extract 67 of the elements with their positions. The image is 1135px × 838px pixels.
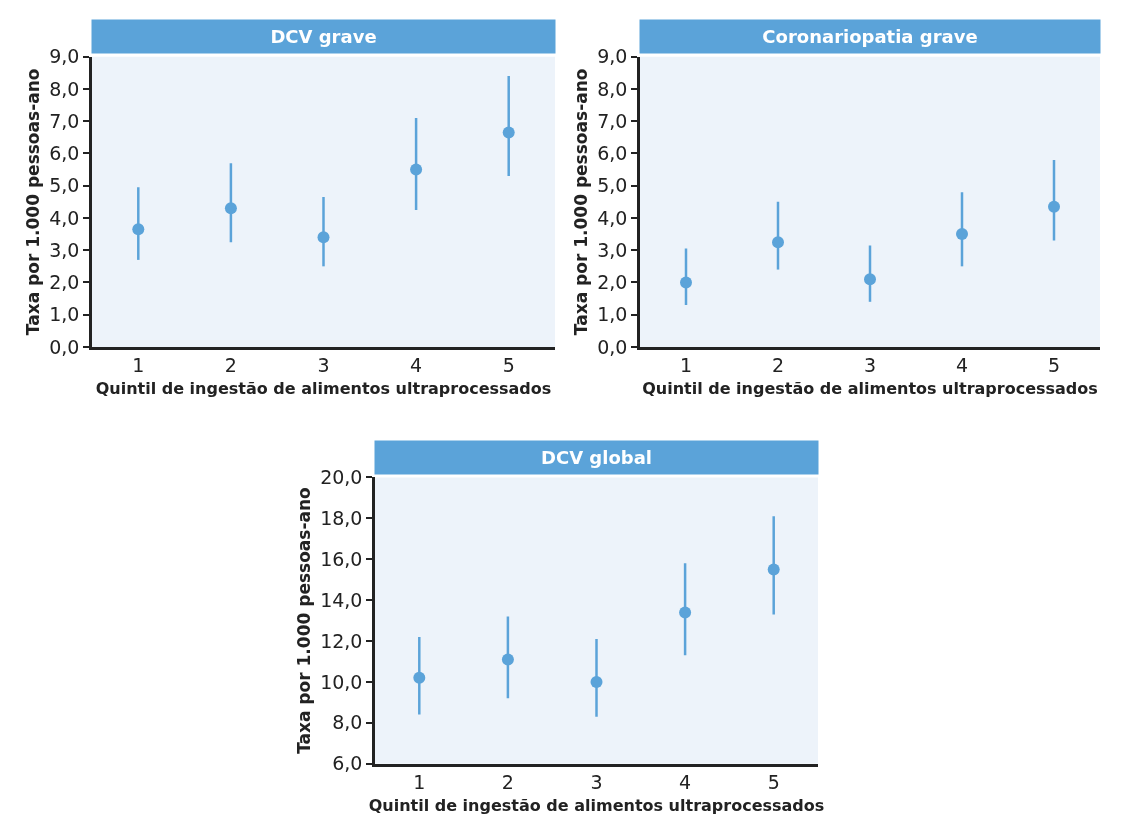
y-tick-label: 7,0	[49, 109, 80, 132]
x-tick-label: 4	[679, 771, 692, 794]
x-tick-label: 4	[410, 354, 423, 377]
y-tick-label: 1,0	[597, 303, 628, 326]
x-tick-label: 1	[132, 354, 145, 377]
y-axis-title: Taxa por 1.000 pessoas-ano	[22, 68, 43, 336]
y-tick-label: 2,0	[49, 271, 80, 294]
y-tick-label: 0,0	[49, 335, 80, 358]
y-tick-label: 6,0	[597, 142, 628, 165]
y-tick-label: 10,0	[320, 670, 363, 693]
point	[680, 276, 692, 289]
y-tick-label: 7,0	[597, 109, 628, 132]
x-axis-title: Quintil de ingestão de alimentos ultraprocessados	[368, 795, 825, 815]
point	[679, 606, 692, 619]
y-tick-label: 9,0	[49, 45, 80, 68]
point	[767, 563, 780, 576]
y-tick-label: 20,0	[320, 466, 363, 489]
y-tick-label: 3,0	[49, 238, 80, 261]
x-tick-label: 3	[317, 354, 330, 377]
x-tick-label: 3	[590, 771, 603, 794]
chart-title: Coronariopatia grave	[762, 26, 978, 47]
x-tick-label: 2	[501, 771, 514, 794]
point	[317, 231, 330, 244]
point	[864, 273, 876, 286]
y-tick-label: 14,0	[320, 588, 363, 611]
y-axis-title: Taxa por 1.000 pessoas-ano	[570, 68, 591, 336]
y-tick-label: 8,0	[597, 77, 628, 100]
point	[132, 223, 145, 236]
y-tick-label: 6,0	[49, 142, 80, 165]
y-tick-label: 8,0	[332, 711, 363, 734]
x-tick-label: 2	[224, 354, 237, 377]
y-tick-label: 4,0	[597, 206, 628, 229]
x-tick-label: 1	[413, 771, 426, 794]
x-axis-title: Quintil de ingestão de alimentos ultraprocessados	[95, 379, 552, 399]
y-tick-label: 4,0	[49, 206, 80, 229]
x-tick-label: 1	[679, 354, 693, 377]
point	[772, 236, 784, 249]
chart-title: DCV global	[541, 447, 652, 468]
y-tick-label: 18,0	[320, 506, 363, 529]
y-tick-label: 2,0	[597, 271, 628, 294]
x-tick-label: 5	[502, 354, 515, 377]
x-tick-label: 2	[771, 354, 785, 377]
y-tick-label: 12,0	[320, 629, 363, 652]
x-axis-title: Quintil de ingestão de alimentos ultraprocessados	[642, 379, 1098, 399]
point	[956, 228, 968, 241]
y-tick-label: 9,0	[597, 45, 628, 68]
x-tick-label: 3	[863, 354, 877, 377]
point	[502, 126, 515, 139]
y-tick-label: 8,0	[49, 77, 80, 100]
point	[224, 202, 237, 215]
x-tick-label: 5	[767, 771, 780, 794]
point	[1048, 200, 1060, 213]
y-tick-label: 3,0	[597, 238, 628, 261]
y-axis-title: Taxa por 1.000 pessoas-ano	[293, 487, 314, 754]
x-tick-label: 5	[1047, 354, 1061, 377]
y-tick-label: 5,0	[597, 174, 628, 197]
chart-title: DCV grave	[270, 26, 377, 47]
point	[410, 163, 423, 176]
y-tick-label: 1,0	[49, 303, 80, 326]
point	[501, 653, 514, 666]
point	[413, 671, 426, 684]
y-tick-label: 5,0	[49, 174, 80, 197]
x-tick-label: 4	[955, 354, 969, 377]
y-tick-label: 16,0	[320, 547, 363, 570]
y-tick-label: 0,0	[597, 335, 628, 358]
point	[590, 675, 603, 688]
y-tick-label: 6,0	[332, 752, 363, 775]
